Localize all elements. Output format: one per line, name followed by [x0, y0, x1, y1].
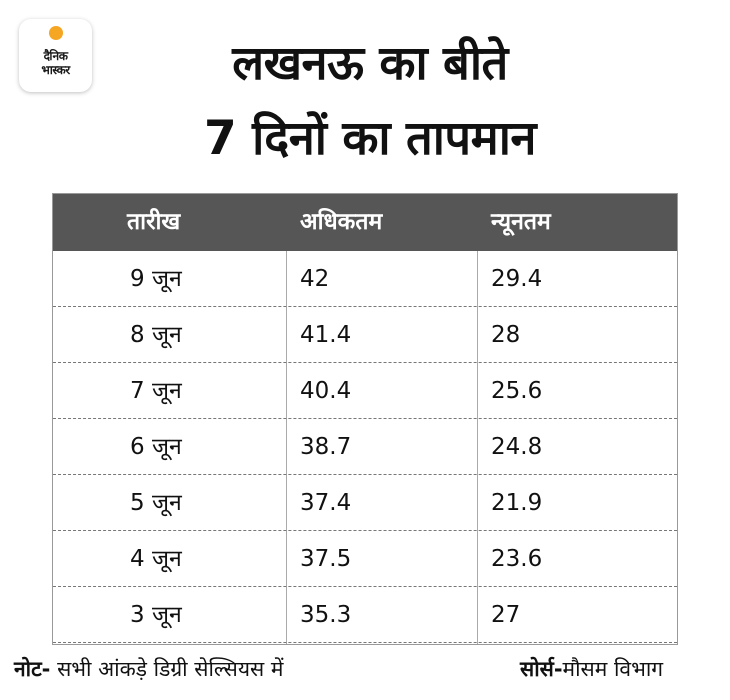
column-header-min: न्यूनतम: [491, 209, 551, 235]
cell-max: 37.5: [300, 546, 352, 572]
table-row: 3 जून 35.3 27: [53, 587, 677, 643]
column-divider: [286, 251, 287, 644]
logo-line-1: दैनिक: [43, 48, 68, 63]
table-row: 7 जून 40.4 25.6: [53, 363, 677, 419]
cell-min: 21.9: [491, 490, 543, 516]
sun-icon: [49, 26, 63, 40]
column-divider: [477, 251, 478, 644]
cell-max: 38.7: [300, 434, 352, 460]
table-row: 8 जून 41.4 28: [53, 307, 677, 363]
cell-min: 27: [491, 602, 521, 628]
table-row: 9 जून 42 29.4: [53, 251, 677, 307]
dainik-bhaskar-logo: दैनिक भास्कर: [19, 19, 92, 92]
cell-date: 5 जून: [130, 490, 182, 516]
footer-source: सोर्स-मौसम विभाग: [520, 652, 663, 686]
cell-min: 29.4: [491, 266, 543, 292]
table-body: 9 जून 42 29.4 8 जून 41.4 28 7 जून 40.4 25.6 6 जून…: [53, 251, 677, 643]
cell-min: 28: [491, 322, 521, 348]
table-row: 5 जून 37.4 21.9: [53, 475, 677, 531]
table-header: तारीख अधिकतम न्यूनतम: [53, 194, 677, 251]
page-title-line-1: लखनऊ का बीते: [232, 36, 508, 91]
cell-max: 35.3: [300, 602, 352, 628]
column-header-max: अधिकतम: [300, 209, 383, 235]
cell-max: 41.4: [300, 322, 352, 348]
cell-min: 24.8: [491, 434, 543, 460]
table-row: 4 जून 37.5 23.6: [53, 531, 677, 587]
logo-line-2: भास्कर: [41, 62, 70, 77]
footer-note: नोट- सभी आंकड़े डिग्री सेल्सियस में: [14, 652, 283, 686]
cell-date: 4 जून: [130, 546, 182, 572]
cell-max: 37.4: [300, 490, 352, 516]
source-label: सोर्स-: [520, 657, 563, 681]
cell-date: 7 जून: [130, 378, 182, 404]
cell-date: 3 जून: [130, 602, 182, 628]
source-text: मौसम विभाग: [562, 657, 664, 681]
cell-min: 25.6: [491, 378, 543, 404]
page-title-line-2: 7 दिनों का तापमान: [204, 111, 536, 166]
cell-min: 23.6: [491, 546, 543, 572]
note-label: नोट-: [14, 657, 51, 681]
cell-date: 6 जून: [130, 434, 182, 460]
temperature-table: तारीख अधिकतम न्यूनतम 9 जून 42 29.4 8 जून 41.…: [52, 193, 678, 645]
cell-max: 40.4: [300, 378, 352, 404]
table-row: 6 जून 38.7 24.8: [53, 419, 677, 475]
note-text: सभी आंकड़े डिग्री सेल्सियस में: [50, 657, 284, 681]
cell-date: 9 जून: [130, 266, 182, 292]
column-header-date: तारीख: [127, 209, 181, 235]
cell-max: 42: [300, 266, 330, 292]
cell-date: 8 जून: [130, 322, 182, 348]
